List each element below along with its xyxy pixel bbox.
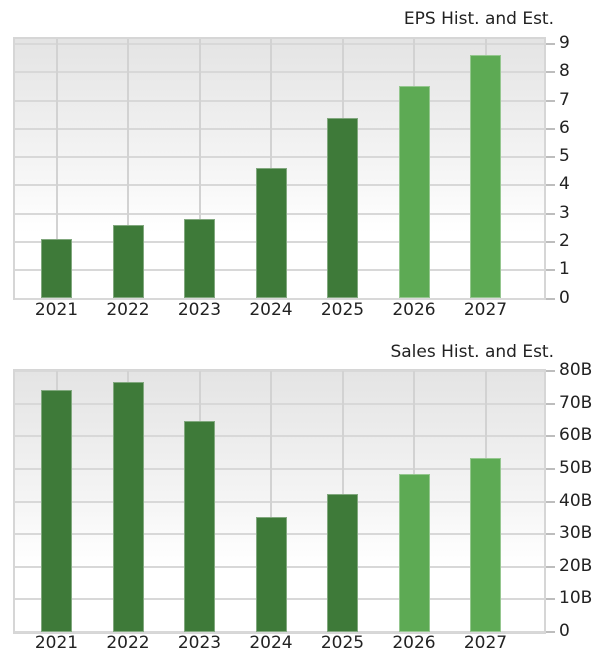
- sales-plot-area: [13, 369, 546, 634]
- sales-gridline-h: [15, 467, 544, 470]
- sales-y-tick-label: 30B: [559, 523, 593, 544]
- eps-x-label: 2025: [320, 299, 365, 320]
- sales-x-label: 2022: [106, 633, 150, 653]
- eps-gridline-v: [198, 39, 201, 298]
- sales-x-label: 2023: [177, 633, 222, 653]
- eps-y-tick: [546, 43, 555, 45]
- eps-y-tick: [546, 269, 555, 272]
- eps-x-label: 2026: [392, 299, 436, 320]
- eps-y-tick-label: 7: [559, 89, 570, 110]
- sales-gridline-h: [15, 435, 544, 438]
- sales-gridline-v: [270, 371, 272, 632]
- sales-y-tick-label: 80B: [559, 360, 593, 380]
- eps-y-tick-label: 1: [559, 259, 570, 280]
- eps-y-tick: [546, 156, 555, 159]
- eps-y-tick-label: 4: [559, 174, 570, 195]
- eps-y-tick-label: 9: [559, 33, 570, 53]
- eps-bar-2022: [112, 224, 144, 299]
- sales-y-tick: [546, 500, 555, 503]
- eps-x-label: 2021: [34, 299, 79, 320]
- eps-bar-2021: [41, 239, 72, 299]
- eps-gridline-h: [15, 127, 544, 130]
- eps-y-tick: [546, 297, 555, 300]
- sales-bar-2026: [398, 473, 430, 632]
- eps-y-tick-label: 8: [559, 61, 570, 82]
- sales-gridline-h: [15, 402, 544, 405]
- eps-bar-2023: [184, 219, 215, 299]
- sales-y-tick: [546, 402, 555, 405]
- eps-x-label: 2027: [463, 299, 508, 320]
- eps-bar-2027: [470, 55, 501, 299]
- eps-gridline-h: [15, 99, 544, 102]
- sales-y-tick: [546, 565, 555, 568]
- sales-bar-2024: [255, 517, 287, 632]
- sales-bar-2025: [327, 493, 358, 632]
- sales-chart-title: Sales Hist. and Est.: [390, 342, 554, 362]
- eps-gridline-h: [15, 297, 544, 300]
- sales-y-tick: [546, 370, 555, 372]
- sales-y-tick: [546, 467, 555, 470]
- sales-y-tick-label: 50B: [559, 457, 593, 478]
- eps-y-tick-label: 3: [559, 202, 570, 223]
- sales-y-tick-label: 60B: [559, 425, 593, 446]
- sales-bar-2023: [184, 420, 215, 632]
- sales-y-tick-label: 70B: [559, 392, 593, 413]
- sales-x-label: 2025: [320, 633, 365, 653]
- eps-chart: EPS Hist. and Est. 0 1 2 3 4 5 6 7 8 9 2021 2022 202…: [0, 0, 610, 330]
- sales-gridline-h: [15, 631, 544, 633]
- eps-y-tick: [546, 184, 555, 187]
- eps-y-tick-label: 6: [559, 117, 570, 138]
- sales-y-tick-label: 40B: [559, 490, 593, 511]
- sales-y-tick-label: 0: [559, 621, 570, 641]
- sales-bar-2022: [112, 382, 144, 632]
- eps-x-label: 2023: [177, 299, 222, 320]
- sales-x-label: 2026: [392, 633, 436, 653]
- sales-bar-2027: [470, 458, 501, 632]
- eps-bar-2024: [255, 168, 287, 299]
- eps-x-label: 2022: [106, 299, 150, 320]
- sales-y-tick: [546, 435, 555, 438]
- sales-bar-2021: [41, 389, 72, 632]
- eps-y-tick: [546, 71, 555, 74]
- eps-y-tick-label: 5: [559, 146, 570, 167]
- eps-gridline-v: [127, 39, 129, 298]
- sales-y-tick-label: 10B: [559, 588, 593, 609]
- eps-y-tick: [546, 99, 555, 102]
- sales-y-tick: [546, 533, 555, 536]
- eps-y-tick: [546, 240, 555, 243]
- eps-gridline-v: [55, 39, 58, 298]
- eps-x-label: 2024: [249, 299, 293, 320]
- sales-x-label: 2027: [463, 633, 508, 653]
- eps-gridline-h: [15, 43, 544, 45]
- eps-bar-2026: [398, 86, 430, 299]
- sales-x-label: 2021: [34, 633, 79, 653]
- eps-y-tick: [546, 212, 555, 215]
- sales-y-tick: [546, 598, 555, 601]
- eps-chart-title: EPS Hist. and Est.: [403, 9, 554, 29]
- eps-y-tick-label: 0: [559, 287, 570, 308]
- eps-y-tick: [546, 127, 555, 130]
- eps-gridline-h: [15, 71, 544, 74]
- sales-x-label: 2024: [249, 633, 293, 653]
- eps-y-tick-label: 2: [559, 230, 570, 251]
- sales-gridline-h: [15, 370, 544, 372]
- eps-bar-2025: [327, 117, 358, 299]
- sales-y-tick: [546, 631, 555, 633]
- sales-gridline-h: [15, 500, 544, 503]
- sales-y-tick-label: 20B: [559, 555, 593, 576]
- eps-gridline-h: [15, 156, 544, 159]
